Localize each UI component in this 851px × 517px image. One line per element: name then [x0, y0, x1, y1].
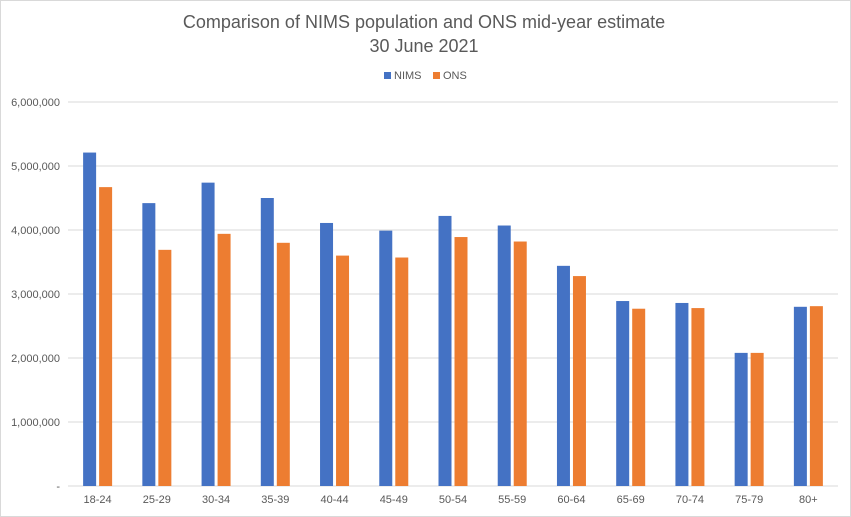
legend-label-ons: ONS — [443, 70, 467, 82]
bar-nims-75-79 — [734, 352, 748, 486]
bar-ons-55-59 — [513, 241, 527, 486]
chart-subtitle: 30 June 2021 — [369, 36, 478, 56]
gridlines — [68, 101, 838, 487]
bar-ons-30-34 — [217, 233, 231, 486]
bar-nims-30-34 — [201, 182, 215, 486]
x-tick-label: 80+ — [799, 494, 818, 506]
x-axis-labels: 18-24 25-29 30-34 35-39 40-44 45-49 50-54 55-59… — [84, 494, 818, 506]
bar-ons-65-69 — [632, 308, 646, 486]
bar-ons-35-39 — [276, 242, 290, 486]
y-tick-label: 5,000,000 — [11, 161, 60, 173]
y-tick-label: 2,000,000 — [11, 353, 60, 365]
bar-ons-45-49 — [395, 257, 409, 486]
x-tick-label: 35-39 — [261, 494, 289, 506]
x-tick-label: 25-29 — [143, 494, 171, 506]
y-tick-label: 1,000,000 — [11, 417, 60, 429]
legend-swatch-ons — [433, 72, 440, 79]
x-tick-label: 55-59 — [498, 494, 526, 506]
legend-swatch-nims — [384, 72, 391, 79]
bar-ons-50-54 — [454, 237, 468, 486]
bar-nims-70-74 — [675, 302, 689, 486]
bar-ons-80+ — [809, 306, 823, 486]
bar-nims-60-64 — [556, 265, 570, 486]
x-tick-label: 70-74 — [676, 494, 704, 506]
y-tick-label: - — [56, 481, 60, 493]
chart-title: Comparison of NIMS population and ONS mi… — [183, 12, 665, 32]
legend-label-nims: NIMS — [394, 70, 422, 82]
bar-nims-18-24 — [83, 152, 97, 486]
x-tick-label: 75-79 — [735, 494, 763, 506]
bar-ons-40-44 — [336, 255, 350, 486]
y-axis-labels: - 1,000,000 2,000,000 3,000,000 4,000,000 5,0… — [11, 97, 60, 493]
bar-nims-55-59 — [497, 225, 511, 486]
x-tick-label: 40-44 — [320, 494, 348, 506]
bar-ons-75-79 — [750, 352, 764, 486]
bar-nims-40-44 — [320, 222, 334, 486]
bar-nims-45-49 — [379, 230, 393, 486]
bar-ons-70-74 — [691, 308, 705, 486]
bar-ons-25-29 — [158, 249, 172, 486]
bar-nims-25-29 — [142, 203, 156, 486]
x-tick-label: 18-24 — [84, 494, 112, 506]
bar-ons-18-24 — [99, 187, 113, 486]
legend: NIMS ONS — [384, 70, 467, 82]
bar-ons-60-64 — [572, 276, 586, 486]
bar-nims-65-69 — [616, 301, 630, 486]
bar-nims-35-39 — [260, 198, 274, 486]
x-tick-label: 45-49 — [380, 494, 408, 506]
y-tick-label: 3,000,000 — [11, 289, 60, 301]
bars — [83, 152, 823, 487]
x-tick-label: 65-69 — [617, 494, 645, 506]
y-tick-label: 4,000,000 — [11, 225, 60, 237]
bar-nims-80+ — [793, 306, 807, 486]
x-tick-label: 30-34 — [202, 494, 230, 506]
bar-nims-50-54 — [438, 215, 452, 487]
x-tick-label: 60-64 — [557, 494, 585, 506]
x-tick-label: 50-54 — [439, 494, 467, 506]
y-tick-label: 6,000,000 — [11, 97, 60, 109]
